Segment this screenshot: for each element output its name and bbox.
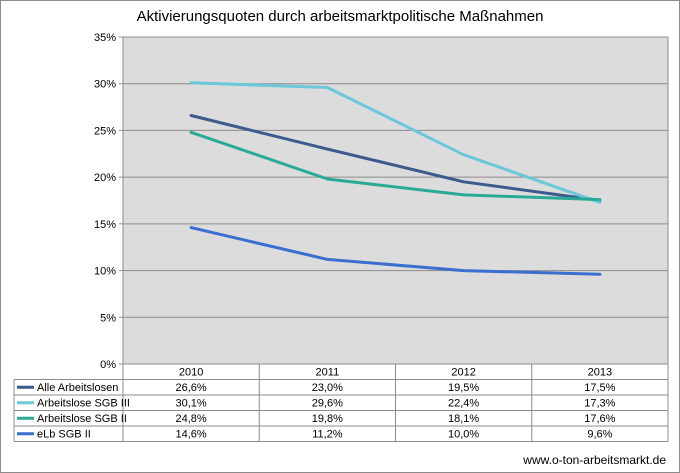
series-line-2 (189, 81, 602, 204)
data-value-label: 17,3% (584, 398, 615, 410)
data-value-label: 30,1% (176, 398, 207, 410)
x-category-label: 2013 (588, 367, 612, 379)
legend-label: Alle Arbeitslosen (37, 382, 118, 394)
x-category-label: 2012 (451, 367, 475, 379)
x-category-label: 2011 (316, 367, 340, 379)
y-tick-label: 35% (94, 32, 116, 44)
plot-area (122, 36, 669, 365)
data-value-label: 23,0% (312, 382, 343, 394)
y-tick-label: 20% (94, 172, 116, 184)
data-value-label: 14,6% (176, 429, 207, 441)
data-value-label: 22,4% (448, 398, 479, 410)
legend-label: Arbeitslose SGB II (37, 413, 127, 425)
y-tick-label: 30% (94, 79, 116, 91)
data-value-label: 24,8% (176, 413, 207, 425)
y-tick-label: 5% (100, 312, 116, 324)
y-axis: 0% 5% 10% 15% 20% 25% 30% 35% (94, 32, 123, 371)
series-line-1 (189, 114, 602, 202)
series-line-4 (189, 226, 602, 276)
data-value-label: 18,1% (448, 413, 479, 425)
data-value-label: 9,6% (587, 429, 612, 441)
legend-label: Arbeitslose SGB III (37, 398, 130, 410)
data-value-label: 10,0% (448, 429, 479, 441)
y-tick-label: 15% (94, 219, 116, 231)
source-credit: www.o-ton-arbeitsmarkt.de (523, 453, 666, 467)
y-tick-label: 0% (100, 359, 116, 371)
x-category-label: 2010 (179, 367, 203, 379)
data-value-label: 19,8% (312, 413, 343, 425)
legend-label: eLb SGB II (37, 429, 91, 441)
chart-title: Aktivierungsquoten durch arbeitsmarktpol… (136, 8, 544, 25)
series-lines (189, 81, 602, 276)
data-value-label: 29,6% (312, 398, 343, 410)
data-value-label: 17,5% (584, 382, 615, 394)
y-tick-label: 10% (94, 266, 116, 278)
y-tick-label: 25% (94, 125, 116, 137)
data-value-label: 19,5% (448, 382, 479, 394)
data-value-label: 17,6% (584, 413, 615, 425)
data-table: 2010 2011 2012 2013 Alle Arbeitslosen 26,6% 23… (13, 363, 669, 442)
data-value-label: 26,6% (176, 382, 207, 394)
series-line-3 (189, 130, 602, 202)
data-value-label: 11,2% (312, 429, 343, 441)
